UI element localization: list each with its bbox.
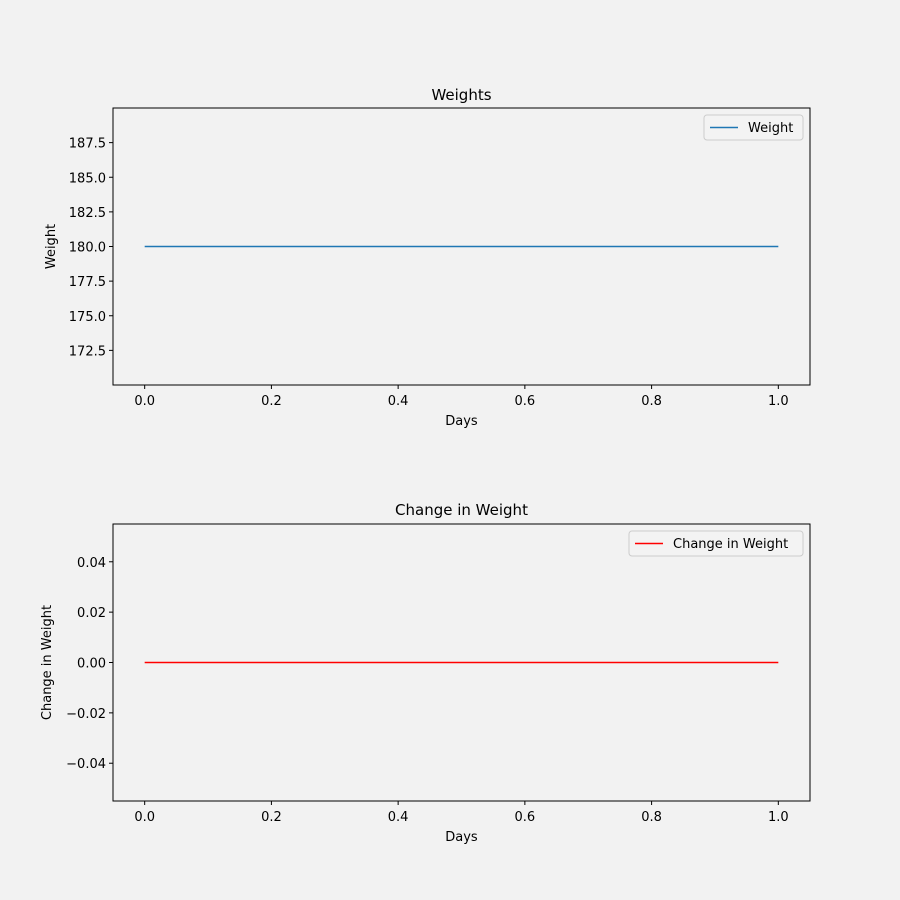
change-chart-ytick-label: 0.00 [77, 657, 106, 672]
weights-chart-ytick-label: 177.5 [69, 275, 106, 290]
change-chart: Change in Weight Days Change in Weight 0… [40, 501, 811, 845]
change-chart-ylabel: Change in Weight [40, 605, 55, 720]
weights-chart-legend-label: Weight [748, 121, 793, 136]
change-chart-xtick-label: 0.6 [515, 810, 536, 825]
weights-chart-xtick-label: 0.6 [515, 394, 536, 409]
weights-chart-ytick-label: 182.5 [69, 206, 106, 221]
change-chart-xlabel: Days [445, 830, 478, 845]
weights-chart-ytick-label: 180.0 [69, 241, 106, 256]
change-chart-xtick-label: 0.4 [388, 810, 409, 825]
change-chart-ytick-label: 0.02 [77, 606, 106, 621]
change-chart-ytick-label: −0.02 [66, 707, 106, 722]
change-chart-xtick-label: 0.8 [641, 810, 662, 825]
change-chart-xtick-label: 0.2 [261, 810, 282, 825]
change-chart-xtick-label: 0.0 [134, 810, 155, 825]
weights-chart-xtick-label: 0.8 [641, 394, 662, 409]
weights-chart-ylabel: Weight [44, 224, 59, 269]
weights-chart-xtick-label: 0.4 [388, 394, 409, 409]
change-chart-title: Change in Weight [395, 501, 528, 519]
weights-chart-ytick-label: 172.5 [69, 344, 106, 359]
weights-chart-title: Weights [431, 86, 491, 104]
weights-chart-ytick-label: 187.5 [69, 137, 106, 152]
weights-chart-xlabel: Days [445, 414, 478, 429]
weights-chart-ytick-label: 185.0 [69, 171, 106, 186]
change-chart-xtick-label: 1.0 [768, 810, 789, 825]
change-chart-legend: Change in Weight [628, 530, 804, 557]
weights-chart-legend: Weight [703, 114, 804, 141]
change-chart-legend-label: Change in Weight [673, 537, 788, 552]
change-chart-legend-box [628, 530, 804, 557]
weights-chart-xtick-label: 0.0 [134, 394, 155, 409]
change-chart-ytick-label: 0.04 [77, 556, 106, 571]
weights-chart: Weights Days Weight 0.0 0.2 0.4 0.6 0.8 1.0 17… [44, 86, 811, 429]
weights-chart-xtick-label: 1.0 [768, 394, 789, 409]
weights-chart-xtick-label: 0.2 [261, 394, 282, 409]
change-chart-ytick-label: −0.04 [66, 757, 106, 772]
change-chart-axes-frame [112, 523, 811, 802]
weights-chart-legend-box [703, 114, 804, 141]
weights-chart-axes-frame [112, 107, 811, 386]
weights-chart-ytick-label: 175.0 [69, 310, 106, 325]
